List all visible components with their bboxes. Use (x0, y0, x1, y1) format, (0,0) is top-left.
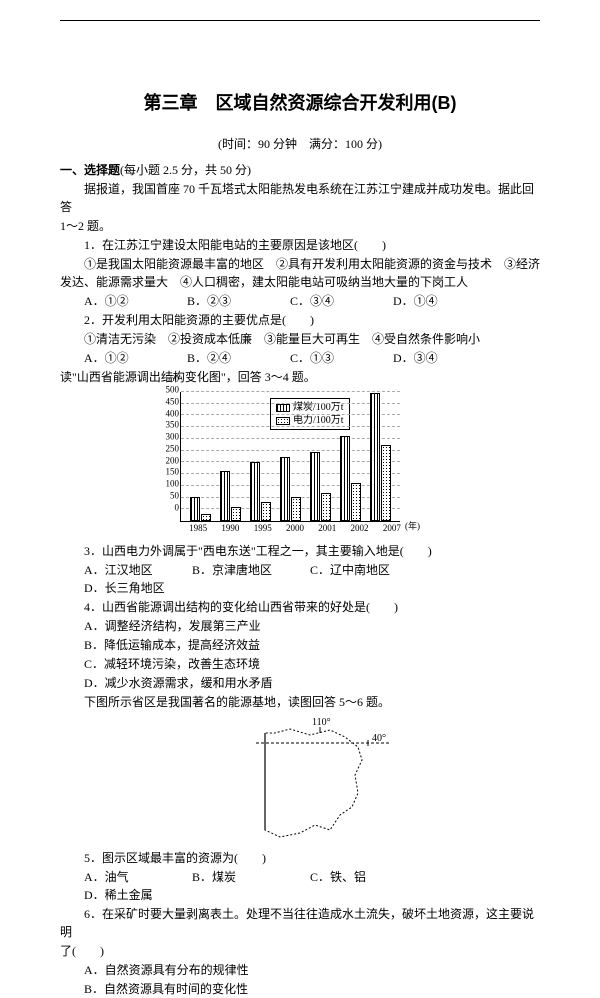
ytick: 200 (159, 454, 179, 468)
question-2-stems: ①清洁无污染 ②投资成本低廉 ③能量巨大可再生 ④受自然条件影响小 (60, 330, 540, 348)
opt-a: A．①② (84, 349, 184, 367)
opt-d: D．③④ (393, 349, 493, 367)
opt-b: B．②④ (187, 349, 287, 367)
xtick: 1995 (251, 522, 275, 536)
q6-a: A．自然资源具有分布的规律性 (60, 961, 540, 979)
intro-2: 读"山西省能源调出结构变化图"，回答 3～4 题。 (60, 368, 540, 386)
bar-coal (220, 471, 230, 521)
bar-elec (231, 507, 241, 521)
chart-xunit: (年) (405, 520, 420, 534)
map-lat-label: 40° (372, 733, 386, 744)
opt-a: A．油气 (84, 868, 189, 886)
ytick: 550 (159, 372, 179, 386)
section-label: 一、选择题 (60, 163, 120, 177)
intro-1b: 1～2 题。 (60, 217, 540, 235)
page-title: 第三章 区域自然资源综合开发利用(B) (60, 90, 540, 117)
opt-d: D．①④ (393, 292, 493, 310)
ytick: 0 (159, 501, 179, 515)
opt-c: C．辽中南地区 (310, 561, 425, 579)
ytick: 500 (159, 383, 179, 397)
chart-ytitle: 调出量 (0, 0, 20, 3)
q6-b: B．自然资源具有时间的变化性 (60, 980, 540, 998)
opt-b: B．②③ (187, 292, 287, 310)
xtick: 2001 (315, 522, 339, 536)
bar-elec (381, 445, 391, 521)
intro-1: 据报道，我国首座 70 千瓦塔式太阳能热发电系统在江苏江宁建成并成功发电。据此回… (60, 180, 540, 216)
xtick: 2000 (283, 522, 307, 536)
map-outline (265, 729, 362, 837)
opt-c: C．③④ (290, 292, 390, 310)
question-2-options: A．①② B．②④ C．①③ D．③④ (60, 349, 540, 367)
xtick: 2002 (348, 522, 372, 536)
exam-meta: (时间：90 分钟 满分：100 分) (60, 135, 540, 153)
question-6b: 了( ) (60, 942, 540, 960)
xtick: 1990 (218, 522, 242, 536)
q4-b: B．降低运输成本，提高经济效益 (60, 636, 540, 654)
ytick: 50 (159, 489, 179, 503)
ytick: 250 (159, 442, 179, 456)
map-figure: 110° 40° (240, 715, 420, 845)
bar-coal (340, 436, 350, 521)
opt-d: D．稀土金属 (84, 886, 199, 904)
opt-c: C．铁、铝 (310, 868, 425, 886)
question-6: 6．在采矿时要大量剥离表土。处理不当往往造成水土流失，破坏土地资源，这主要说明 (60, 905, 540, 941)
opt-b: B．煤炭 (192, 868, 307, 886)
bar-coal (190, 497, 200, 521)
ytick: 150 (159, 466, 179, 480)
bar-coal (250, 462, 260, 521)
q4-d: D．减少水资源需求，缓和用水矛盾 (60, 674, 540, 692)
ytick: 400 (159, 407, 179, 421)
question-3-options: A．江汉地区 B．京津唐地区 C．辽中南地区 D．长三角地区 (60, 561, 540, 597)
map-lon-label: 110° (312, 717, 331, 728)
ytick: 100 (159, 477, 179, 491)
bar-elec (261, 502, 271, 521)
question-5: 5．图示区域最丰富的资源为( ) (60, 849, 540, 867)
bar-elec (321, 493, 331, 521)
q4-c: C．减轻环境污染，改善生态环境 (60, 655, 540, 673)
question-5-options: A．油气 B．煤炭 C．铁、铝 D．稀土金属 (60, 868, 540, 904)
bar-coal (310, 452, 320, 521)
question-1: 1．在江苏江宁建设太阳能电站的主要原因是该地区( ) (60, 236, 540, 254)
question-3: 3．山西电力外调属于"西电东送"工程之一，其主要输入地是( ) (60, 542, 540, 560)
chart-xlabels: 1985 1990 1995 2000 2001 2002 2007 (180, 522, 410, 536)
ytick: 300 (159, 430, 179, 444)
xtick: 2007 (380, 522, 404, 536)
opt-a: A．江汉地区 (84, 561, 189, 579)
bar-elec (351, 483, 361, 521)
ytick: 450 (159, 395, 179, 409)
bar-elec (291, 497, 301, 521)
opt-c: C．①③ (290, 349, 390, 367)
section-heading: 一、选择题(每小题 2.5 分，共 50 分) (60, 161, 540, 179)
xtick: 1985 (186, 522, 210, 536)
opt-d: D．长三角地区 (84, 579, 199, 597)
bar-chart: 煤炭/100万t 电力/100万t 调出量 (年) 05010015020025… (180, 392, 410, 536)
intro-3: 下图所示省区是我国著名的能源基地，读图回答 5～6 题。 (60, 693, 540, 711)
question-1-stems: ①是我国太阳能资源最丰富的地区 ②具有开发利用太阳能资源的资金与技术 ③经济发达… (60, 255, 540, 291)
question-2: 2．开发利用太阳能资源的主要优点是( ) (60, 311, 540, 329)
bar-coal (280, 457, 290, 521)
chart-area: (年) 050100150200250300350400450500550 (180, 392, 400, 522)
bar-elec (201, 514, 211, 521)
q4-a: A．调整经济结构，发展第三产业 (60, 617, 540, 635)
question-4: 4．山西省能源调出结构的变化给山西省带来的好处是( ) (60, 598, 540, 616)
bar-coal (370, 393, 380, 521)
opt-a: A．①② (84, 292, 184, 310)
question-1-options: A．①② B．②③ C．③④ D．①④ (60, 292, 540, 310)
ytick: 350 (159, 419, 179, 433)
section-note: (每小题 2.5 分，共 50 分) (120, 163, 251, 177)
opt-b: B．京津唐地区 (192, 561, 307, 579)
